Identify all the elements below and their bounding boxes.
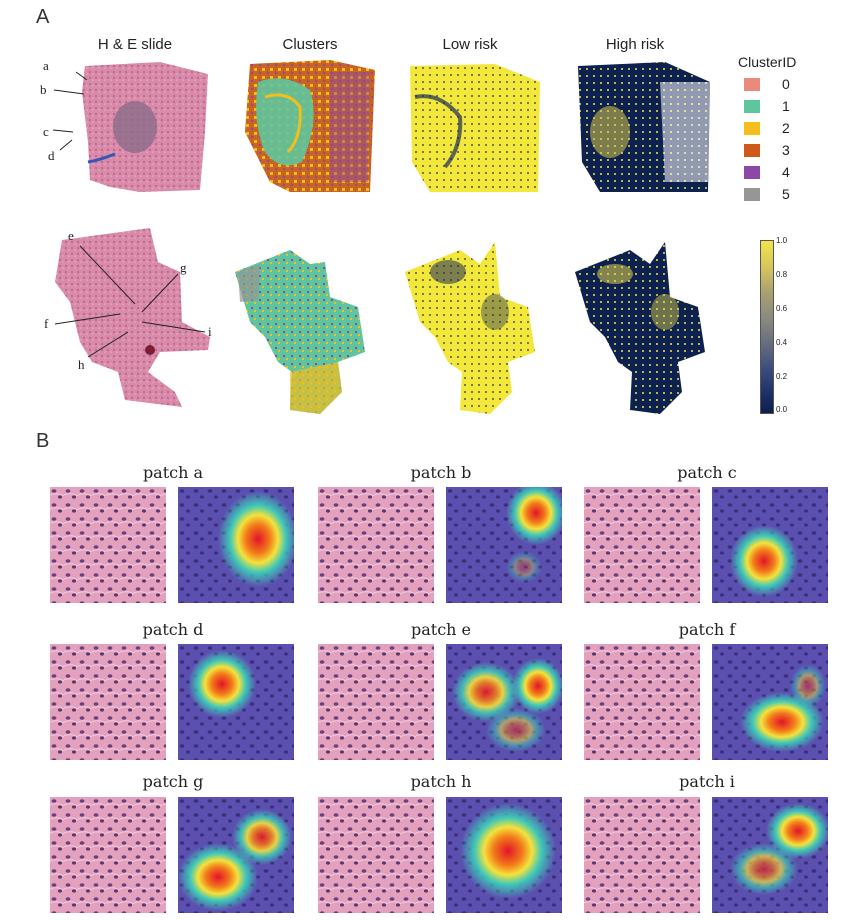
patch-title-c: patch c [677, 463, 737, 482]
legend-item-0: 0 [744, 76, 790, 92]
risk-colorbar [760, 240, 774, 414]
patch-c-he [584, 487, 700, 603]
colorbar-tick-0-6: 0.6 [776, 304, 788, 313]
arrow-label-e: e [68, 228, 74, 243]
legend-title: ClusterID [738, 54, 797, 70]
he-slide-top: a b c d [40, 58, 208, 192]
panel-b-label: B [36, 430, 50, 452]
patch-a-heatmap [178, 487, 294, 603]
colorbar-tick-0-4: 0.4 [776, 338, 788, 347]
patch-g-heatmap [178, 797, 294, 913]
patch-a-he [50, 487, 166, 603]
colorbar-tick-0-2: 0.2 [776, 372, 788, 381]
arrow-label-c: c [43, 124, 49, 139]
arrow-label-a: a [43, 58, 49, 73]
legend-swatch-3 [744, 143, 760, 157]
patch-b-heatmap [446, 487, 562, 603]
patch-b-he [318, 487, 434, 603]
patch-title-h: patch h [410, 772, 472, 791]
clusters-map-top [245, 60, 375, 192]
low-risk-map-bottom [405, 242, 535, 414]
colorbar-tick-1-0: 1.0 [776, 236, 788, 245]
legend-swatch-4 [744, 165, 760, 179]
patch-f-heatmap [712, 644, 828, 760]
patch-g-he [50, 797, 166, 913]
low-risk-map-top [410, 64, 540, 192]
patch-f-he [584, 644, 700, 760]
legend-item-1: 1 [744, 98, 790, 114]
patch-i-heatmap [712, 797, 828, 913]
colorbar-tick-0-8: 0.8 [776, 270, 788, 279]
patch-d-he [50, 644, 166, 760]
column-title-high-risk: High risk [605, 36, 665, 53]
patch-i-he [584, 797, 700, 913]
legend-label-5: 5 [782, 186, 790, 202]
patch-d-heatmap [178, 644, 294, 760]
arrow-label-b: b [40, 82, 47, 97]
legend-label-1: 1 [782, 98, 790, 114]
arrow-label-h: h [78, 357, 85, 372]
legend-swatch-1 [744, 99, 760, 113]
patch-title-e: patch e [410, 620, 472, 639]
patch-e-he [318, 644, 434, 760]
colorbar-tick-0-0: 0.0 [776, 405, 788, 414]
clusters-map-bottom [235, 250, 365, 414]
column-title-clusters: Clusters [282, 36, 338, 53]
patch-h-heatmap [446, 797, 562, 913]
legend-swatch-0 [744, 77, 760, 91]
column-title-he-slide: H & E slide [97, 36, 173, 53]
patch-title-d: patch d [142, 620, 204, 639]
patch-title-a: patch a [142, 463, 204, 482]
patch-c-heatmap [712, 487, 828, 603]
legend-swatch-2 [744, 121, 760, 135]
patch-e-heatmap [446, 644, 562, 760]
legend-item-3: 3 [744, 142, 790, 158]
he-slide-bottom: e f g h i [44, 228, 212, 407]
column-title-low-risk: Low risk [442, 36, 498, 53]
legend-item-5: 5 [744, 186, 790, 202]
high-risk-map-bottom [575, 242, 705, 414]
high-risk-map-top [578, 62, 710, 192]
legend-item-2: 2 [744, 120, 790, 136]
legend-label-3: 3 [782, 142, 790, 158]
patch-title-i: patch i [679, 772, 735, 791]
arrow-label-i: i [208, 324, 212, 339]
legend-swatch-5 [744, 187, 760, 201]
patch-title-b: patch b [410, 463, 472, 482]
legend-label-4: 4 [782, 164, 790, 180]
patch-title-f: patch f [678, 620, 736, 639]
legend-label-2: 2 [782, 120, 790, 136]
arrow-label-d: d [48, 148, 55, 163]
panel-a-label: A [36, 6, 50, 28]
arrow-label-f: f [44, 316, 49, 331]
patch-h-he [318, 797, 434, 913]
patch-title-g: patch g [142, 772, 204, 791]
arrow-label-g: g [180, 260, 187, 275]
legend-item-4: 4 [744, 164, 790, 180]
legend-label-0: 0 [782, 76, 790, 92]
